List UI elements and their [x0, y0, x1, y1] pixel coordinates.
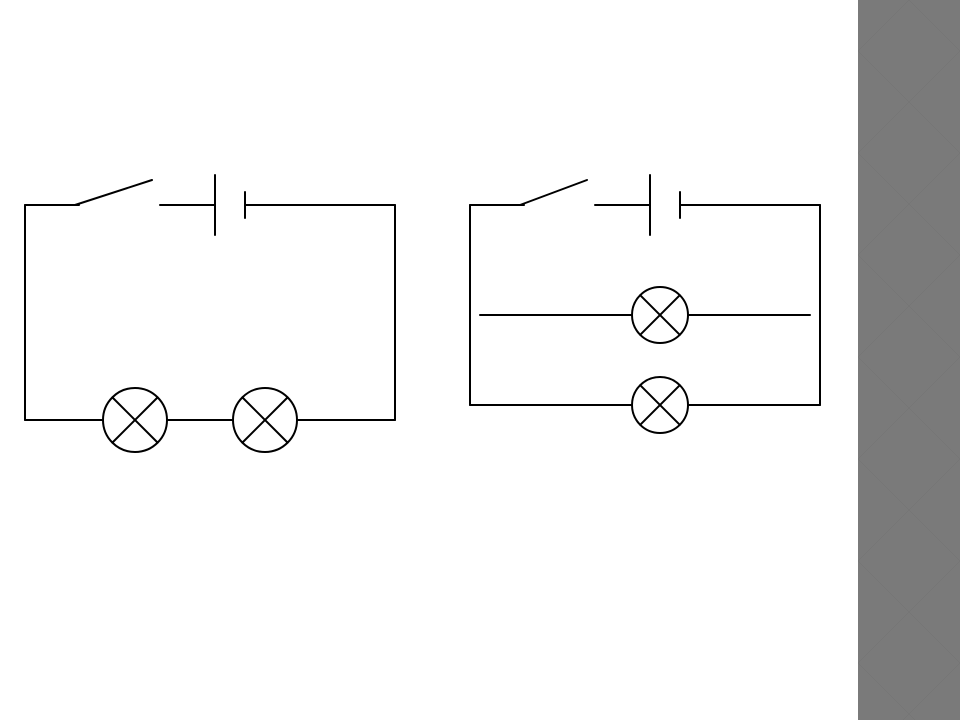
decorative-sidebar — [858, 0, 960, 720]
circuit-diagram-stage — [0, 0, 960, 720]
circuit-diagram-canvas — [0, 0, 858, 720]
